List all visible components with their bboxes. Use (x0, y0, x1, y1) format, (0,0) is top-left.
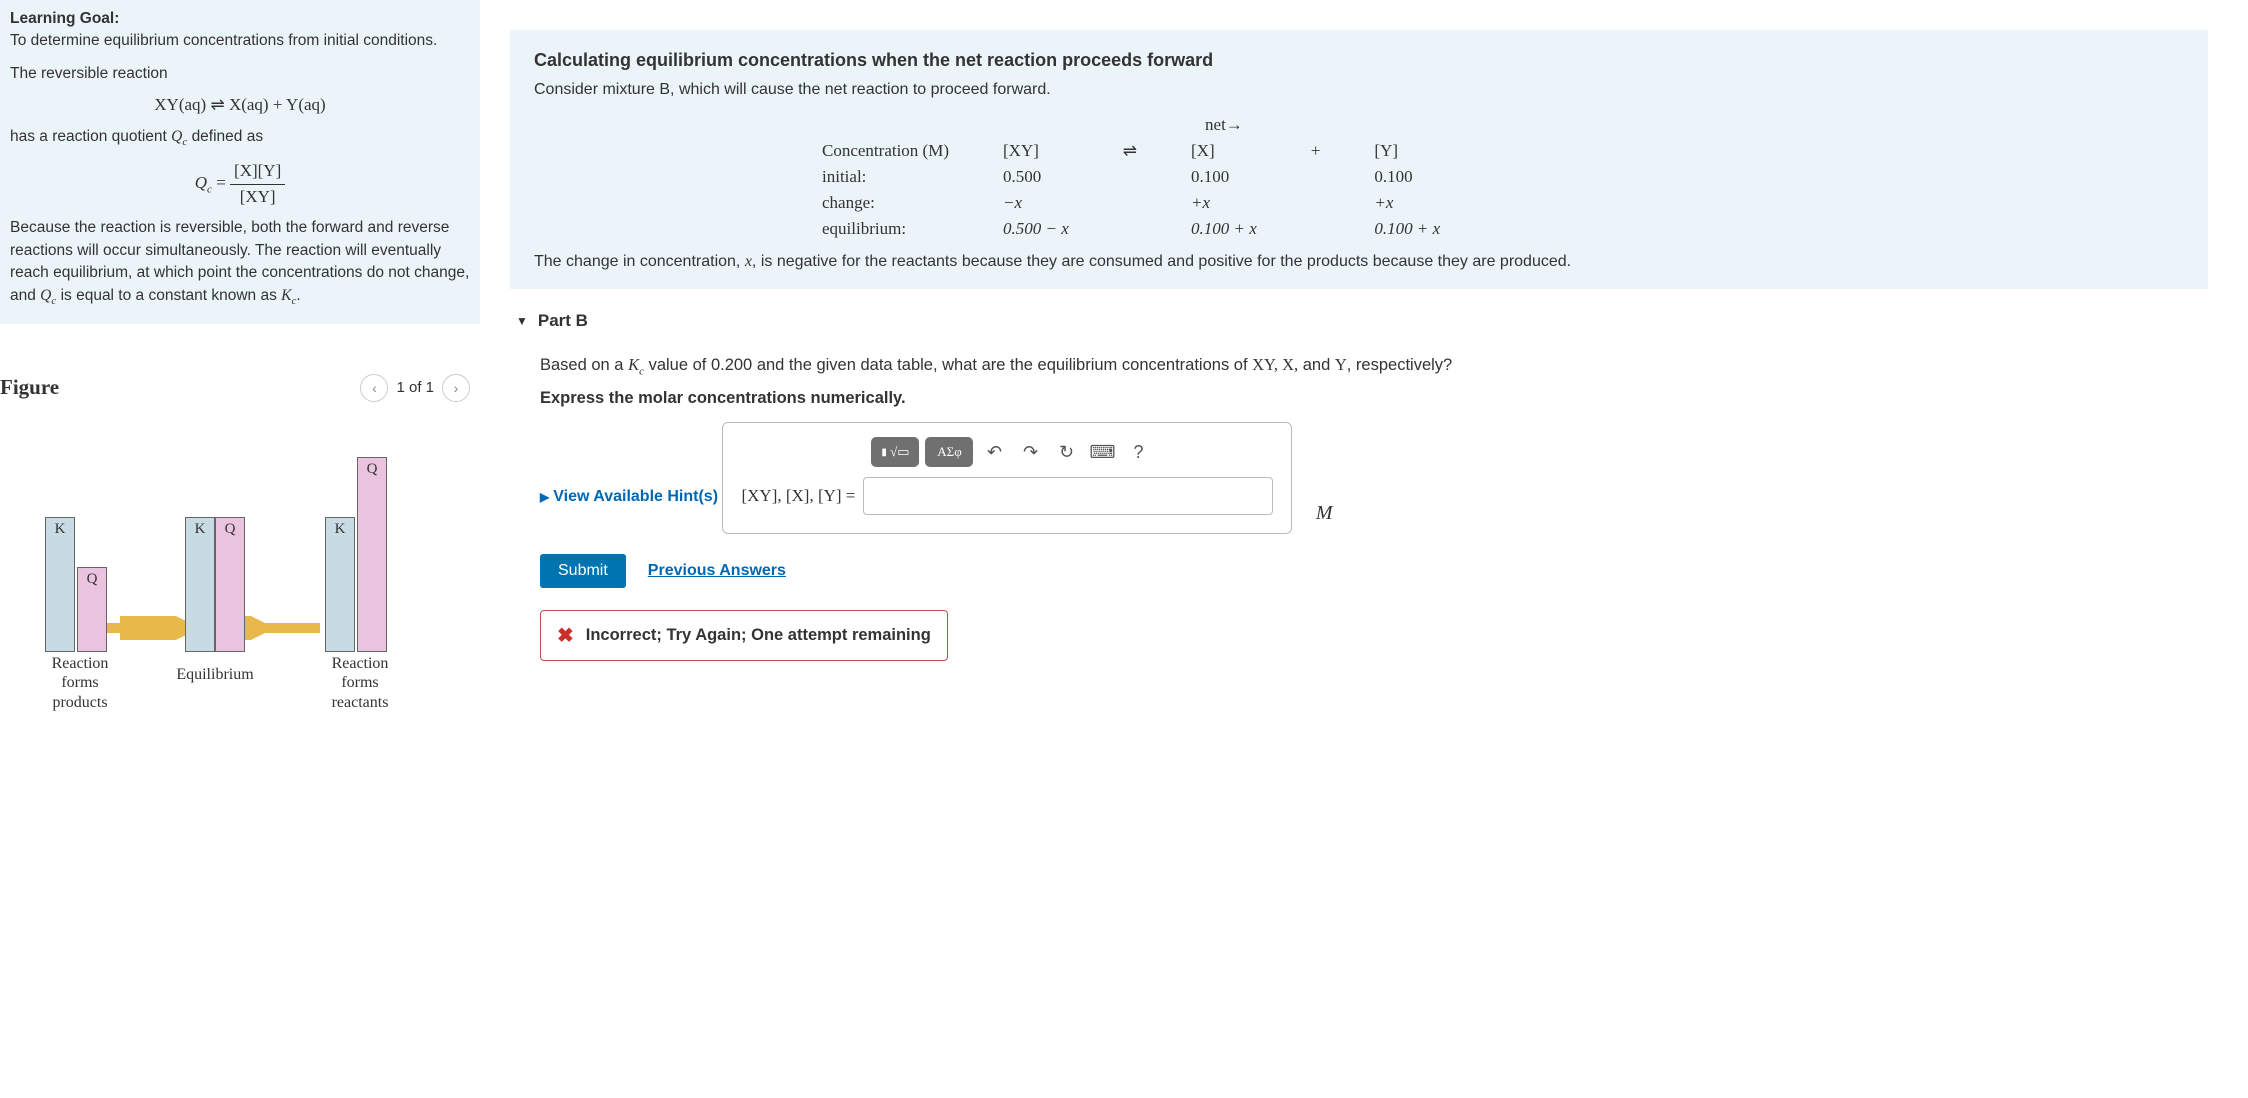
info-subtext: Consider mixture B, which will cause the… (534, 81, 2184, 99)
para-end: is equal to a constant known as (61, 287, 282, 304)
next-figure-button[interactable]: › (442, 374, 470, 402)
feedback-box: ✖ Incorrect; Try Again; One attempt rema… (540, 610, 948, 661)
bar-k2: K (185, 517, 215, 652)
goal-text: To determine equilibrium concentrations … (10, 32, 437, 49)
answer-lhs: [XY], [X], [Y] = (741, 486, 855, 506)
bar-q3: Q (357, 457, 387, 652)
bar-k3: K (325, 517, 355, 652)
answer-input[interactable] (863, 477, 1273, 515)
keyboard-button[interactable]: ⌨ (1087, 437, 1117, 467)
caption-1: Reactionformsproducts (40, 654, 120, 712)
sqrt-template-button[interactable]: ▮ √▭ (871, 437, 919, 467)
figure-title: Figure (0, 375, 59, 400)
caption-3: Reactionformsreactants (320, 654, 400, 712)
qc-line: has a reaction quotient (10, 128, 167, 145)
part-b-title: Part B (538, 311, 588, 331)
info-heading: Calculating equilibrium concentrations w… (534, 50, 2184, 71)
help-button[interactable]: ? (1123, 437, 1153, 467)
reversible-line: The reversible reaction (10, 65, 168, 82)
qc-equation: Qc = [X][Y][XY] (10, 159, 470, 209)
goal-label: Learning Goal: (10, 10, 119, 27)
unit-label: M (1316, 502, 1333, 525)
view-hints-link[interactable]: ▶View Available Hint(s) (540, 488, 718, 506)
learning-goal-panel: Learning Goal: To determine equilibrium … (0, 0, 480, 324)
bar-k1: K (45, 517, 75, 652)
bar-q2: Q (215, 517, 245, 652)
question-text: Based on a Kc value of 0.200 and the giv… (540, 355, 2208, 377)
bar-q1: Q (77, 567, 107, 652)
reset-button[interactable]: ↻ (1051, 437, 1081, 467)
submit-button[interactable]: Submit (540, 554, 626, 588)
express-instruction: Express the molar concentrations numeric… (540, 389, 2208, 408)
redo-button[interactable]: ↷ (1015, 437, 1045, 467)
info-panel: Calculating equilibrium concentrations w… (510, 30, 2208, 289)
ice-table: net→ Concentration (M) [XY] ⇌ [X] + [Y] … (794, 111, 1522, 243)
figure-panel: Figure ‹ 1 of 1 › K Q K (0, 374, 480, 712)
greek-button[interactable]: ΑΣφ (925, 437, 973, 467)
answer-toolbar: ▮ √▭ ΑΣφ ↶ ↷ ↻ ⌨ ? (871, 437, 1273, 467)
caption-2: Equilibrium (160, 665, 270, 684)
incorrect-icon: ✖ (557, 623, 574, 648)
caret-down-icon: ▼ (516, 314, 528, 328)
info-footnote: The change in concentration, x, is negat… (534, 253, 2184, 271)
undo-button[interactable]: ↶ (979, 437, 1009, 467)
figure-count: 1 of 1 (396, 379, 434, 396)
part-b-header[interactable]: ▼ Part B (510, 289, 2208, 337)
prev-figure-button[interactable]: ‹ (360, 374, 388, 402)
equation-1: XY(aq) ⇌ X(aq) + Y(aq) (10, 93, 470, 118)
previous-answers-link[interactable]: Previous Answers (648, 562, 786, 580)
qc-defined: defined as (192, 128, 264, 145)
feedback-text: Incorrect; Try Again; One attempt remain… (586, 626, 931, 645)
bar-chart: K Q K Q K Q (0, 432, 440, 712)
answer-box: ▮ √▭ ΑΣφ ↶ ↷ ↻ ⌨ ? [XY], [X], [Y] = (722, 422, 1292, 534)
